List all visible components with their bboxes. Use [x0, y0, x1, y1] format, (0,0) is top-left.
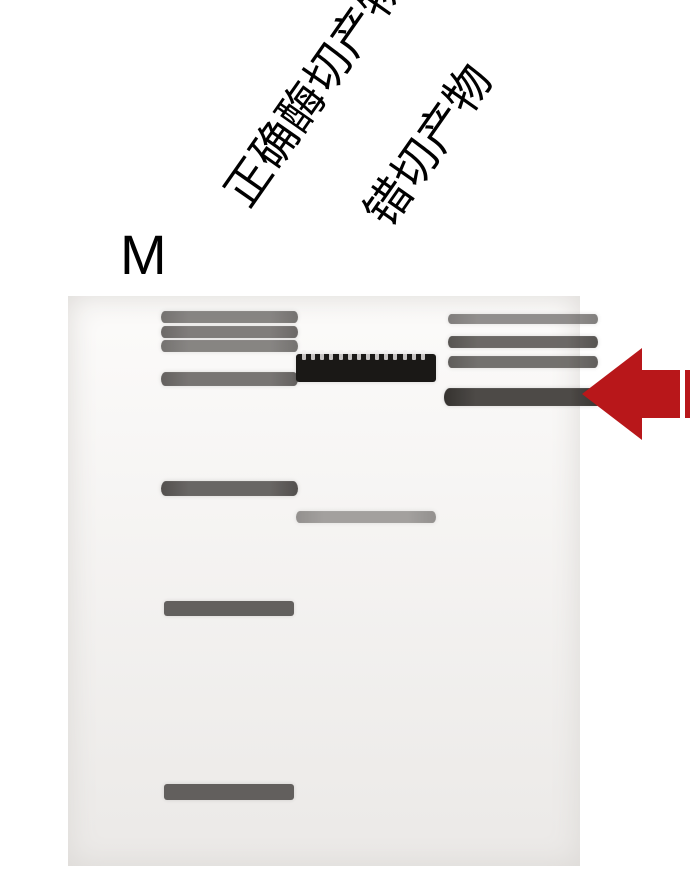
- gel-figure: { "figure": { "background_color": "#ffff…: [0, 0, 700, 886]
- gel-band-tooth: [412, 350, 416, 360]
- gel-band-tooth: [348, 350, 352, 360]
- gel-band: [161, 372, 298, 386]
- gel-band: [161, 340, 298, 352]
- gel-band: [448, 314, 598, 324]
- gel-band: [448, 356, 598, 368]
- highlight-arrow-head: [582, 348, 642, 440]
- gel-band: [164, 784, 294, 800]
- gel-band-tooth: [421, 350, 425, 360]
- gel-band-tooth: [329, 350, 333, 360]
- gel-band: [161, 326, 298, 338]
- gel-band-tooth: [320, 350, 324, 360]
- highlight-arrow-stripe: [690, 370, 695, 418]
- gel-band: [161, 311, 298, 323]
- gel-band: [164, 601, 294, 616]
- gel-image: [68, 296, 580, 866]
- gel-band-tooth: [311, 350, 315, 360]
- highlight-arrow-stripe: [680, 370, 685, 418]
- gel-band-tooth: [393, 350, 397, 360]
- gel-band: [448, 336, 598, 348]
- gel-band-tooth: [366, 350, 370, 360]
- gel-band-tooth: [302, 350, 306, 360]
- gel-band-tooth: [357, 350, 361, 360]
- gel-band: [161, 481, 298, 496]
- gel-band: [296, 511, 436, 523]
- lane3-label: 错切产物: [346, 49, 506, 238]
- gel-band-tooth: [403, 350, 407, 360]
- gel-band: [444, 388, 602, 406]
- gel-band-tooth: [339, 350, 343, 360]
- gel-band-tooth: [375, 350, 379, 360]
- marker-lane-label: M: [120, 222, 167, 287]
- gel-band-tooth: [384, 350, 388, 360]
